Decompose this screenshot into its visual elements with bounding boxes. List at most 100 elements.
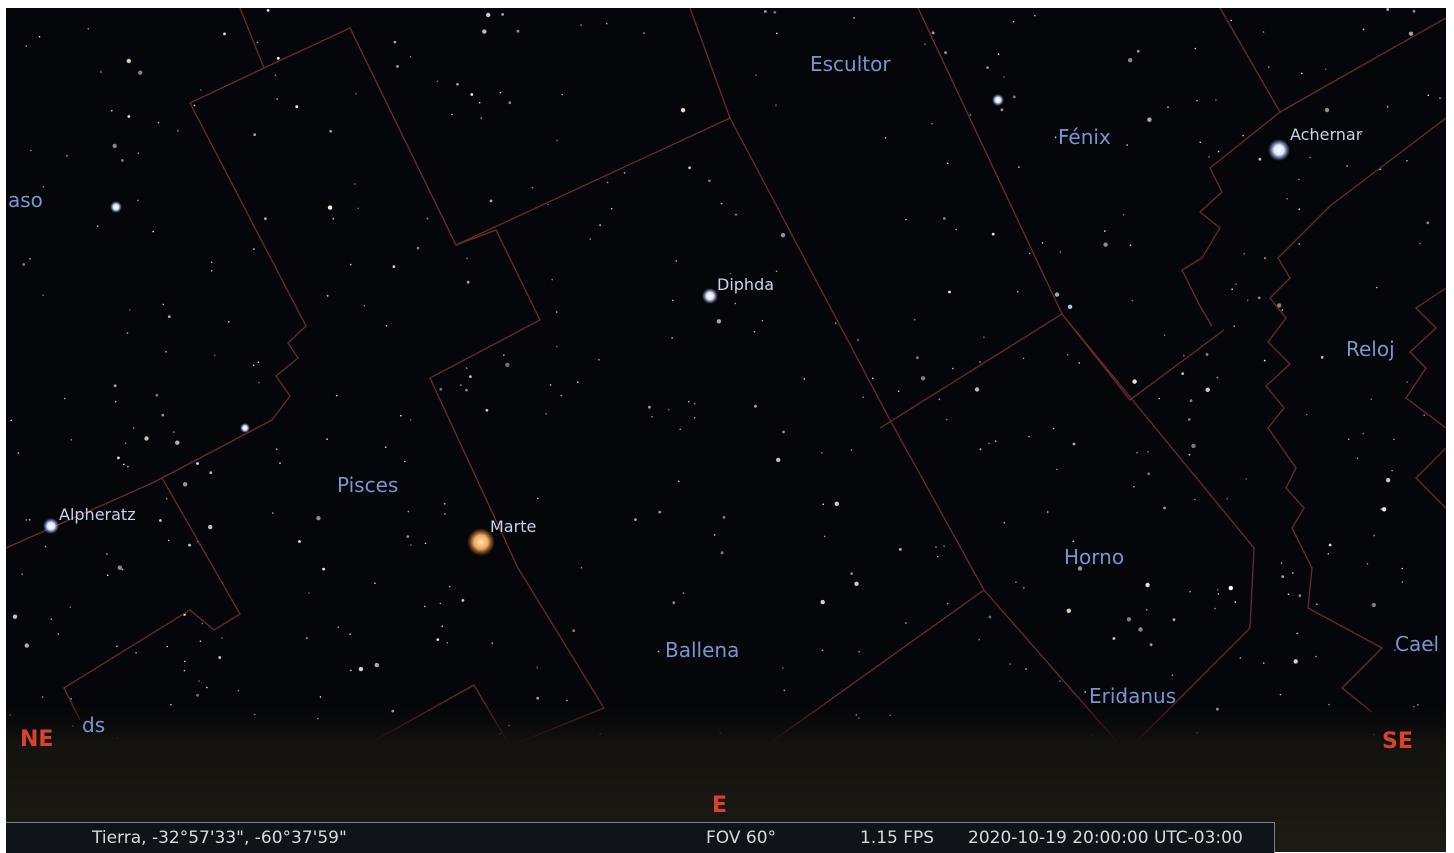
star — [350, 264, 352, 266]
star — [1181, 372, 1184, 375]
star — [122, 569, 124, 571]
constellation-label: Cael — [1395, 632, 1439, 656]
star — [1294, 659, 1298, 663]
star — [460, 384, 462, 386]
star — [214, 355, 216, 357]
star — [916, 356, 919, 359]
star — [948, 291, 951, 294]
star — [784, 690, 786, 692]
star — [1367, 563, 1369, 565]
star — [183, 482, 187, 486]
star — [209, 471, 212, 474]
star — [490, 200, 493, 203]
star — [410, 56, 412, 58]
star — [1218, 151, 1220, 153]
star — [1047, 511, 1049, 513]
star — [138, 152, 140, 154]
star — [764, 10, 767, 13]
star — [762, 320, 764, 322]
star — [18, 452, 20, 454]
star — [394, 41, 397, 44]
star — [1370, 398, 1372, 400]
star — [492, 642, 494, 644]
star — [425, 543, 427, 545]
star — [465, 389, 468, 392]
star — [1056, 469, 1058, 471]
star — [1084, 691, 1086, 693]
star — [1138, 627, 1142, 631]
star — [851, 449, 853, 451]
star — [469, 375, 472, 378]
star — [1217, 377, 1219, 379]
star — [773, 11, 776, 14]
star — [161, 414, 164, 417]
cardinal-point: SE — [1382, 729, 1413, 754]
star — [624, 172, 626, 174]
star — [775, 104, 777, 106]
star — [1391, 470, 1393, 472]
star — [437, 81, 439, 83]
star — [1264, 360, 1266, 362]
star — [681, 108, 685, 112]
constellation-label: Horno — [1064, 545, 1124, 569]
star — [1259, 158, 1262, 161]
star — [1240, 657, 1242, 659]
star — [25, 643, 29, 647]
star — [989, 616, 992, 619]
star — [1296, 633, 1298, 635]
star — [404, 461, 406, 463]
star — [449, 586, 451, 588]
star — [776, 33, 778, 35]
star — [947, 603, 949, 605]
star — [127, 115, 130, 118]
star — [336, 395, 338, 397]
star — [1406, 381, 1408, 383]
star — [782, 431, 785, 434]
star — [354, 183, 356, 185]
star — [114, 384, 117, 387]
star — [1263, 662, 1265, 664]
star — [899, 548, 902, 551]
star — [486, 409, 489, 412]
star — [1004, 522, 1006, 524]
star — [272, 512, 274, 514]
star — [329, 130, 332, 133]
star — [988, 443, 990, 445]
star — [932, 31, 935, 34]
star-diphda — [702, 288, 718, 304]
star — [998, 53, 1000, 55]
star — [821, 600, 825, 604]
star — [1009, 663, 1011, 665]
star — [444, 503, 446, 505]
star — [184, 670, 186, 672]
star — [1132, 379, 1136, 383]
star — [1130, 244, 1132, 246]
star — [350, 670, 352, 672]
star — [158, 122, 160, 124]
star — [173, 431, 175, 433]
star — [975, 387, 979, 391]
star — [486, 13, 490, 17]
star — [986, 66, 989, 69]
star — [1034, 15, 1036, 17]
star — [410, 544, 412, 546]
star — [200, 640, 202, 642]
star — [979, 361, 981, 363]
sky-view[interactable]: Escultor Fénix aso Reloj Pisces Horno Ba… — [6, 8, 1446, 852]
star — [218, 656, 221, 659]
star — [1183, 355, 1185, 357]
star — [1268, 66, 1270, 68]
star — [1015, 581, 1017, 583]
star — [264, 217, 267, 220]
cardinal-point: E — [712, 793, 727, 818]
star — [1133, 486, 1135, 488]
star — [1301, 73, 1303, 75]
star — [253, 365, 255, 367]
star — [857, 339, 859, 341]
star — [320, 696, 322, 698]
star — [1172, 675, 1174, 677]
constellation-label: Pisces — [337, 473, 398, 497]
star — [1003, 76, 1005, 78]
star — [943, 217, 946, 220]
star — [1309, 157, 1311, 159]
